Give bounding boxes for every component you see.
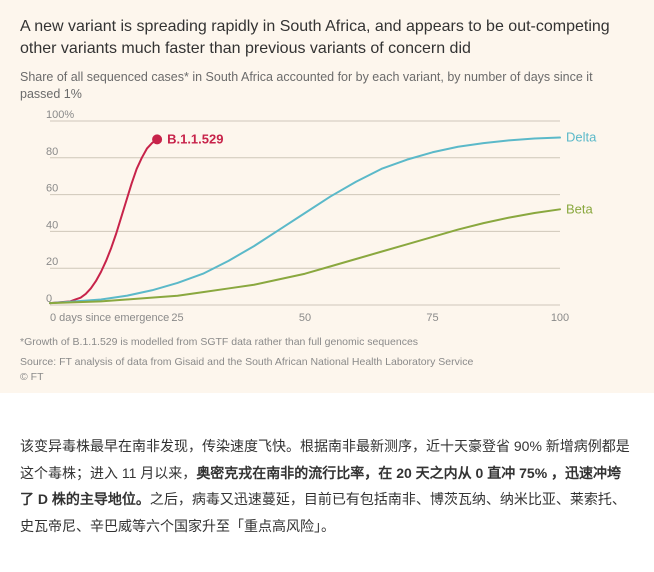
chart-copyright: © FT <box>20 371 634 383</box>
x-tick-label: 0 days since emergence <box>50 312 169 324</box>
chart-subtitle: Share of all sequenced cases* in South A… <box>20 69 634 103</box>
series-line-b-1-1-529 <box>50 139 157 303</box>
series-line-delta <box>50 137 560 303</box>
series-end-marker <box>152 134 162 144</box>
y-tick-label: 40 <box>46 219 58 231</box>
x-tick-label: 25 <box>171 312 183 324</box>
series-label: B.1.1.529 <box>167 131 223 146</box>
x-tick-label: 100 <box>551 312 569 324</box>
series-label: Delta <box>566 129 597 144</box>
y-tick-label: 100% <box>46 109 74 121</box>
chart-plot: 020406080100%0 days since emergence25507… <box>20 109 634 329</box>
x-tick-label: 50 <box>299 312 311 324</box>
series-line-beta <box>50 209 560 303</box>
chart-title: A new variant is spreading rapidly in So… <box>20 16 634 59</box>
chart-footnote: *Growth of B.1.1.529 is modelled from SG… <box>20 335 634 349</box>
y-tick-label: 80 <box>46 146 58 158</box>
y-tick-label: 60 <box>46 183 58 195</box>
series-label: Beta <box>566 201 594 216</box>
chart-card: A new variant is spreading rapidly in So… <box>0 0 654 393</box>
article-paragraph: 该变异毒株最早在南非发现，传染速度飞快。根据南非最新测序，近十天豪登省 90% … <box>0 393 654 559</box>
chart-svg: 020406080100%0 days since emergence25507… <box>20 109 608 329</box>
y-tick-label: 20 <box>46 256 58 268</box>
chart-source: Source: FT analysis of data from Gisaid … <box>20 355 634 369</box>
x-tick-label: 75 <box>426 312 438 324</box>
